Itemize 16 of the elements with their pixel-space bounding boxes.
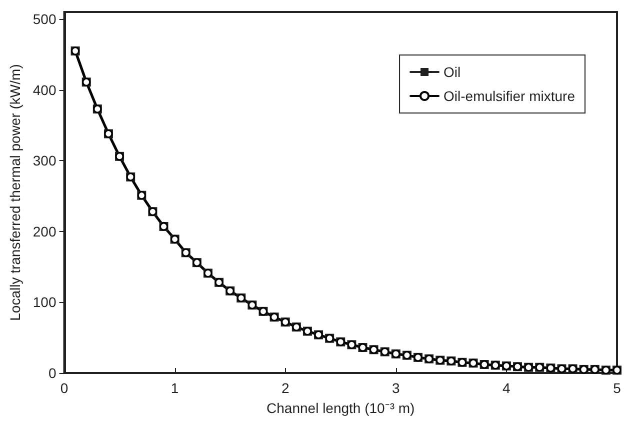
- x-axis-title: Channel length (10⁻³ m): [266, 400, 415, 416]
- y-tick-label: 0: [48, 365, 56, 381]
- legend-label: Oil-emulsifier mixture: [444, 88, 576, 104]
- x-tick-label: 4: [502, 380, 511, 396]
- x-tick-label: 0: [60, 380, 68, 396]
- x-tick-label: 3: [392, 380, 400, 396]
- legend-label: Oil: [444, 64, 461, 80]
- y-tick-label: 200: [32, 223, 56, 240]
- x-tick-label: 1: [170, 380, 179, 396]
- y-tick-label: 400: [32, 82, 56, 98]
- y-axis-title: Locally transferred thermal power (kW/m): [7, 64, 23, 321]
- y-tick-label: 500: [32, 11, 56, 28]
- x-tick-label: 5: [613, 380, 622, 396]
- y-tick-label: 100: [32, 294, 56, 310]
- x-tick-label: 2: [281, 380, 290, 396]
- y-tick-label: 300: [32, 152, 56, 169]
